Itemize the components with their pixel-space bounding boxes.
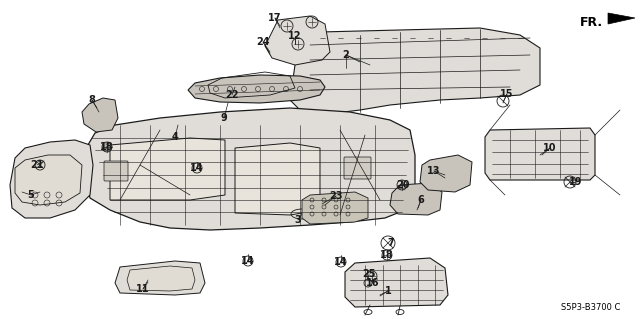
Text: 5: 5	[28, 190, 35, 200]
Polygon shape	[82, 98, 118, 132]
Text: 18: 18	[100, 142, 114, 152]
FancyBboxPatch shape	[344, 157, 371, 179]
Text: 6: 6	[418, 195, 424, 205]
Polygon shape	[127, 266, 195, 291]
Polygon shape	[85, 108, 415, 230]
Text: 11: 11	[136, 284, 150, 294]
Text: 7: 7	[388, 238, 394, 248]
Polygon shape	[420, 155, 472, 192]
Text: 9: 9	[221, 113, 227, 123]
Text: 15: 15	[500, 89, 514, 99]
Text: S5P3-B3700 C: S5P3-B3700 C	[561, 303, 620, 313]
Text: 13: 13	[428, 166, 441, 176]
Text: 25: 25	[362, 269, 376, 279]
Polygon shape	[115, 261, 205, 295]
Polygon shape	[485, 128, 595, 180]
Text: 14: 14	[241, 256, 255, 266]
Text: 20: 20	[396, 180, 410, 190]
Polygon shape	[265, 16, 330, 65]
Text: 18: 18	[380, 250, 394, 260]
Text: 16: 16	[366, 278, 380, 288]
Polygon shape	[188, 75, 325, 103]
Text: 24: 24	[256, 37, 269, 47]
Text: 14: 14	[190, 163, 204, 173]
Text: 21: 21	[30, 160, 44, 170]
Text: 23: 23	[329, 191, 343, 201]
Polygon shape	[15, 155, 82, 205]
Polygon shape	[345, 258, 448, 307]
Polygon shape	[608, 13, 635, 24]
Polygon shape	[10, 140, 93, 218]
FancyBboxPatch shape	[104, 161, 128, 181]
Polygon shape	[302, 192, 368, 224]
Text: 22: 22	[225, 90, 239, 100]
Text: 10: 10	[543, 143, 557, 153]
Text: 3: 3	[294, 215, 301, 225]
Polygon shape	[235, 143, 320, 215]
Polygon shape	[390, 183, 442, 215]
Text: 17: 17	[268, 13, 282, 23]
Text: 19: 19	[569, 177, 583, 187]
Text: 1: 1	[385, 286, 392, 296]
Circle shape	[102, 142, 112, 152]
Text: FR.: FR.	[580, 16, 603, 28]
Polygon shape	[290, 28, 540, 115]
Text: 4: 4	[172, 132, 179, 142]
Text: 2: 2	[342, 50, 349, 60]
Text: 14: 14	[334, 257, 348, 267]
Text: 12: 12	[288, 31, 301, 41]
Polygon shape	[110, 138, 225, 200]
Text: 8: 8	[88, 95, 95, 105]
